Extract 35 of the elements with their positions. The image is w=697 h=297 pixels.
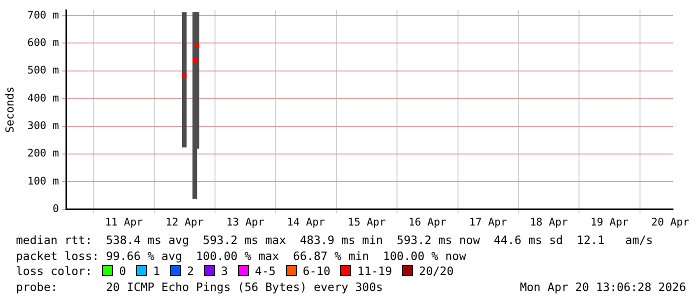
x-tick-label: 18 Apr: [530, 216, 568, 228]
y-tick-label: 700 m: [27, 9, 59, 22]
point: [194, 42, 200, 48]
y-tick-label: 600 m: [27, 36, 59, 49]
text: 4-5: [254, 264, 276, 278]
text: packet loss: 99.66 % avg 100.00 % max 66.87 % min 100.00 % now: [16, 248, 466, 262]
x-tick-label: 17 Apr: [469, 216, 508, 228]
y-tick-label: 100 m: [27, 175, 59, 188]
text: 1: [153, 264, 160, 278]
y-tick-label: 500 m: [27, 64, 59, 77]
text: 0: [119, 264, 126, 278]
y-tick-label: 0: [52, 203, 59, 216]
text: median rtt: 538.4 ms avg 593.2 ms max 483.9 ms min 593.2 ms now 44.6 ms sd 12.1 am/s: [16, 233, 653, 247]
y-axis-title: Seconds: [3, 86, 16, 133]
text: 6-10: [302, 264, 330, 278]
text: 3: [220, 264, 228, 278]
text: loss color:: [16, 264, 92, 278]
text: Mon Apr 20 13:06:28 2026: [520, 280, 686, 295]
text: 2: [187, 264, 194, 278]
x-tick-label: 15 Apr: [348, 216, 386, 228]
y-tick-label: 400 m: [27, 92, 59, 104]
x-tick-label: 16 Apr: [408, 216, 446, 228]
x-tick-label: 12 Apr: [166, 216, 204, 228]
text: 20/20: [419, 264, 454, 278]
x-tick-label: 13 Apr: [226, 216, 264, 228]
y-tick-label: 300 m: [27, 120, 59, 132]
x-tick-label: 11 Apr: [104, 216, 143, 228]
x-tick-label: 14 Apr: [287, 216, 325, 228]
x-tick-label: 20 Apr: [651, 216, 690, 228]
point: [182, 73, 187, 78]
y-tick-label: 200 m: [27, 148, 59, 160]
text: probe: 20 ICMP Echo Pings (56 Bytes) every 300s: [16, 280, 383, 294]
x-tick-label: 19 Apr: [590, 216, 628, 228]
point: [192, 58, 198, 63]
text: 11-19: [357, 264, 392, 278]
